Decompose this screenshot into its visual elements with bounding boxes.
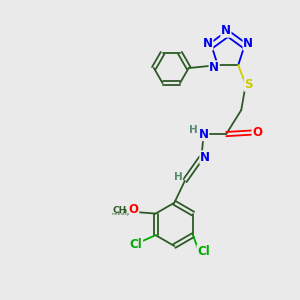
Text: Cl: Cl — [130, 238, 142, 251]
Text: N: N — [203, 37, 213, 50]
Text: CH: CH — [112, 206, 127, 215]
Text: N: N — [221, 24, 231, 37]
Text: N: N — [199, 128, 209, 141]
Text: N: N — [209, 61, 219, 74]
Text: H: H — [174, 172, 183, 182]
Text: O: O — [129, 203, 139, 216]
Text: S: S — [244, 78, 253, 91]
Text: N: N — [243, 37, 253, 50]
Text: 3: 3 — [122, 209, 127, 214]
Text: Cl: Cl — [197, 245, 210, 258]
Text: H: H — [189, 125, 198, 136]
Text: N: N — [200, 151, 210, 164]
Text: methoxy: methoxy — [111, 212, 130, 217]
Text: O: O — [252, 126, 262, 139]
